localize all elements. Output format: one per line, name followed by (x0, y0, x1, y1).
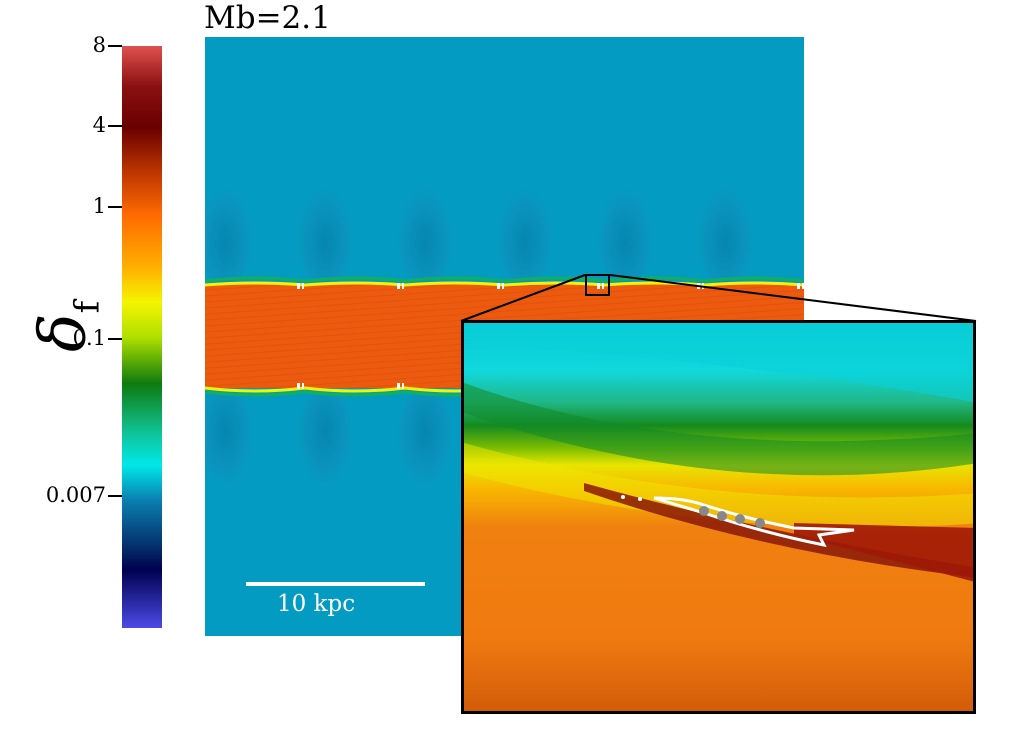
colorbar-tick (108, 338, 122, 340)
scale-bar (246, 582, 425, 586)
flow-lobe (297, 177, 353, 287)
flow-lobe (205, 177, 253, 287)
colorbar-tick-label: 4 (92, 113, 106, 137)
flow-lobe (697, 177, 753, 287)
scale-bar-label: 10 kpc (277, 591, 356, 617)
colorbar-tick (108, 206, 122, 208)
flow-lobe (205, 387, 253, 497)
colorbar-tick (108, 45, 122, 47)
colorbar-tick-label: 0.007 (45, 483, 106, 507)
flow-lobe (397, 387, 453, 497)
flow-lobe (397, 177, 453, 287)
flow-lobe (497, 177, 553, 287)
colorbar (122, 46, 162, 628)
colorbar-tick-label: 1 (92, 194, 106, 218)
colorbar-tick-label: 8 (92, 33, 106, 57)
zoom-inset-map (464, 323, 973, 711)
flow-lobe (597, 177, 653, 287)
zoom-region-box (585, 274, 610, 296)
colorbar-tick (108, 125, 122, 127)
flow-lobe (297, 387, 353, 497)
colorbar-tick-label: 0.1 (72, 326, 106, 350)
zoom-inset (461, 320, 976, 714)
colorbar-tick (108, 495, 122, 497)
figure-title: Mb=2.1 (204, 0, 331, 36)
